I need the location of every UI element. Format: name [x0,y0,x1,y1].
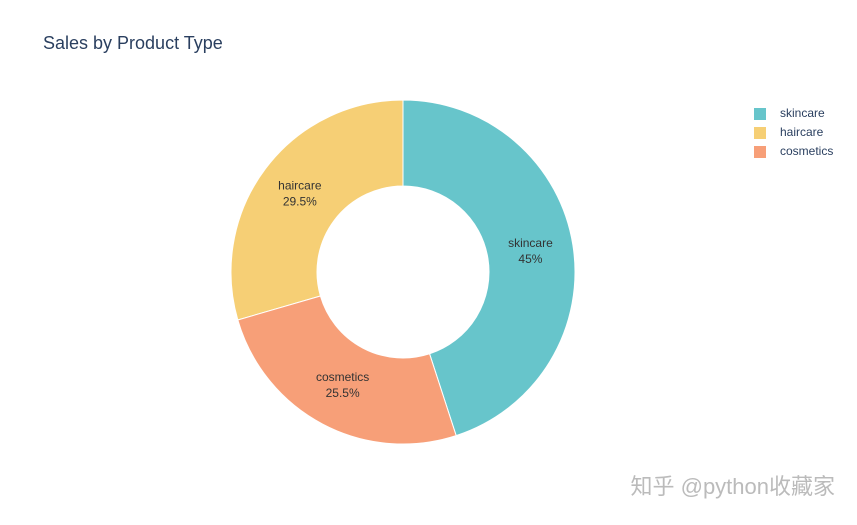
slice-value: 29.5% [283,195,317,209]
watermark: 知乎 @python收藏家 [631,474,836,499]
slice-label: cosmetics [316,370,369,384]
legend-label[interactable]: cosmetics [780,144,833,158]
legend-swatch [754,146,766,158]
slice [230,99,404,321]
slice-label: haircare [278,179,322,193]
slice-value: 45% [518,252,542,266]
slice [402,99,576,437]
legend-swatch [754,127,766,139]
legend-swatch [754,108,766,120]
legend-label[interactable]: skincare [780,106,825,120]
slice [237,295,457,445]
slice-label: skincare [508,236,553,250]
chart-title: Sales by Product Type [43,33,223,53]
legend-label[interactable]: haircare [780,125,824,139]
slice-value: 25.5% [326,386,360,400]
